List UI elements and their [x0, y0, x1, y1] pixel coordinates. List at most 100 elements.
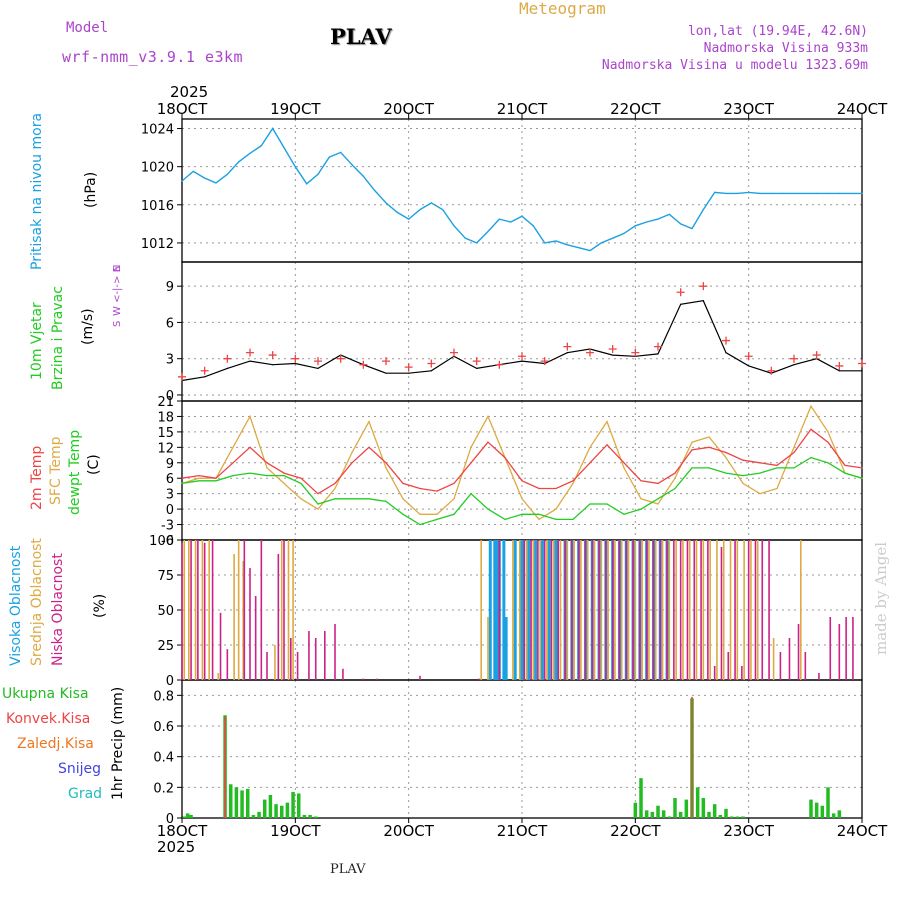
sfc-temp-line-point	[827, 431, 829, 433]
pressure-line-point	[238, 161, 240, 163]
mid-cloud-bar	[641, 540, 643, 680]
low-cloud-bar	[211, 540, 214, 680]
wind-speed-line-point	[317, 367, 319, 369]
panel-frame	[181, 679, 863, 819]
y-tick-label: 21	[157, 395, 174, 410]
low-cloud-bar	[727, 652, 730, 680]
pressure-line-point	[408, 218, 410, 220]
wind-speed-line-point	[385, 372, 387, 374]
low-cloud-bar	[679, 540, 682, 680]
wind-gust-point	[200, 366, 209, 375]
total-precip-bar	[826, 787, 830, 818]
dewpt-line-point	[759, 472, 761, 474]
wind-gust-point	[178, 372, 186, 381]
sfc-temp-line-point	[249, 415, 251, 418]
pressure-line-point	[578, 247, 580, 249]
pressure-line-point	[612, 237, 614, 239]
high-cloud-bar	[554, 540, 558, 680]
wind-gust-point	[450, 348, 458, 357]
footer-station: PLAV	[330, 862, 366, 877]
high-cloud-bar	[540, 540, 544, 680]
pressure-line-point	[374, 189, 376, 192]
sfc-temp-line-point	[759, 493, 761, 495]
low-cloud-bar	[557, 540, 560, 680]
dewpt-line-point	[215, 480, 217, 482]
pressure-line-point	[510, 221, 512, 223]
pressure-line-point	[260, 145, 262, 147]
y-tick-label: 25	[157, 639, 174, 654]
high-cloud-bar	[520, 540, 524, 680]
total-precip-bar	[707, 811, 711, 818]
x-tick-label: 21OCT	[497, 822, 548, 840]
mid-cloud-bar	[586, 540, 589, 680]
wind-gust-point	[835, 361, 844, 370]
sfc-temp-line-point	[810, 405, 812, 407]
conv-precip-bar	[691, 696, 693, 818]
high-cloud-bar	[495, 540, 499, 680]
mid-cloud-bar	[580, 540, 582, 680]
mid-cloud-bar	[614, 540, 616, 680]
pressure-line-point	[680, 223, 682, 225]
sfc-temp-line-point	[538, 518, 540, 521]
y-tick-label: 9	[166, 280, 174, 295]
x-tick-label: 18OCT	[157, 822, 208, 840]
legend-hail: Grad	[68, 786, 103, 802]
low-cloud-bar	[277, 554, 280, 680]
total-precip-bar	[245, 788, 250, 818]
pressure-line-point	[748, 191, 750, 194]
y-tick-label: 0	[166, 674, 174, 689]
low-cloud-bar	[577, 540, 580, 680]
pressure-line-point	[646, 221, 648, 223]
x-tick-label: 19OCT	[270, 100, 321, 118]
temp2m-line-point	[317, 493, 319, 495]
total-precip-bar	[240, 790, 244, 818]
pressure-line-point	[226, 173, 228, 175]
legend-conv-rain: Konvek.Kisa	[6, 711, 91, 727]
temp2m-line-point	[232, 462, 234, 464]
pressure-line-point	[317, 173, 319, 175]
y-tick-label: 12	[157, 441, 174, 456]
total-precip-bar	[678, 811, 683, 818]
pressure-line-point	[192, 170, 194, 173]
temp2m-line-point	[725, 451, 727, 454]
mid-cloud-bar	[287, 540, 290, 680]
dewpt-line-point	[385, 500, 387, 502]
wind-speed-line-point	[861, 370, 863, 372]
total-precip-bar	[701, 798, 706, 818]
pressure-line-point	[204, 177, 206, 179]
temp2m-line-point	[827, 441, 829, 443]
x-tick-label: 18OCT	[157, 100, 208, 118]
y-tick-label: -6	[161, 534, 174, 549]
temp2m-line-point	[487, 441, 489, 443]
low-cloud-bar	[605, 540, 607, 680]
total-precip-bar	[308, 814, 312, 818]
x-tick-label: 24OCT	[837, 100, 888, 118]
low-cloud-bar	[659, 540, 662, 680]
temp2m-line-point	[810, 428, 812, 430]
y-tick-label: 0.6	[153, 720, 174, 735]
low-cloud-bar	[804, 652, 807, 680]
low-cloud-bar	[243, 540, 246, 680]
total-precip-bar	[279, 805, 284, 818]
mid-cloud-bar	[566, 540, 569, 680]
mid-cloud-bar	[532, 540, 535, 680]
dewpt-line-point	[572, 518, 574, 521]
total-precip-bar	[291, 791, 295, 818]
legend-total-rain: Ukupna Kisa	[2, 686, 89, 702]
x-tick-label: 22OCT	[610, 822, 661, 840]
low-cloud-bar	[797, 624, 800, 680]
y-tick-label: 0	[166, 389, 174, 404]
low-cloud-bar	[741, 666, 743, 680]
dewpt-line-point	[351, 498, 353, 500]
temp2m-line-point	[555, 487, 557, 490]
wind-speed-line-point	[226, 367, 228, 369]
total-precip-bar	[644, 810, 649, 818]
pressure-line-point	[215, 182, 217, 184]
temp2m-line-point	[623, 462, 625, 464]
dewpt-line-point	[300, 482, 302, 484]
x-tick-label: 21OCT	[497, 100, 548, 118]
wind-gust-point	[495, 360, 504, 369]
low-cloud-bar	[829, 617, 832, 680]
dewpt-line-point	[793, 467, 795, 469]
sfc-temp-line-point	[572, 482, 574, 484]
